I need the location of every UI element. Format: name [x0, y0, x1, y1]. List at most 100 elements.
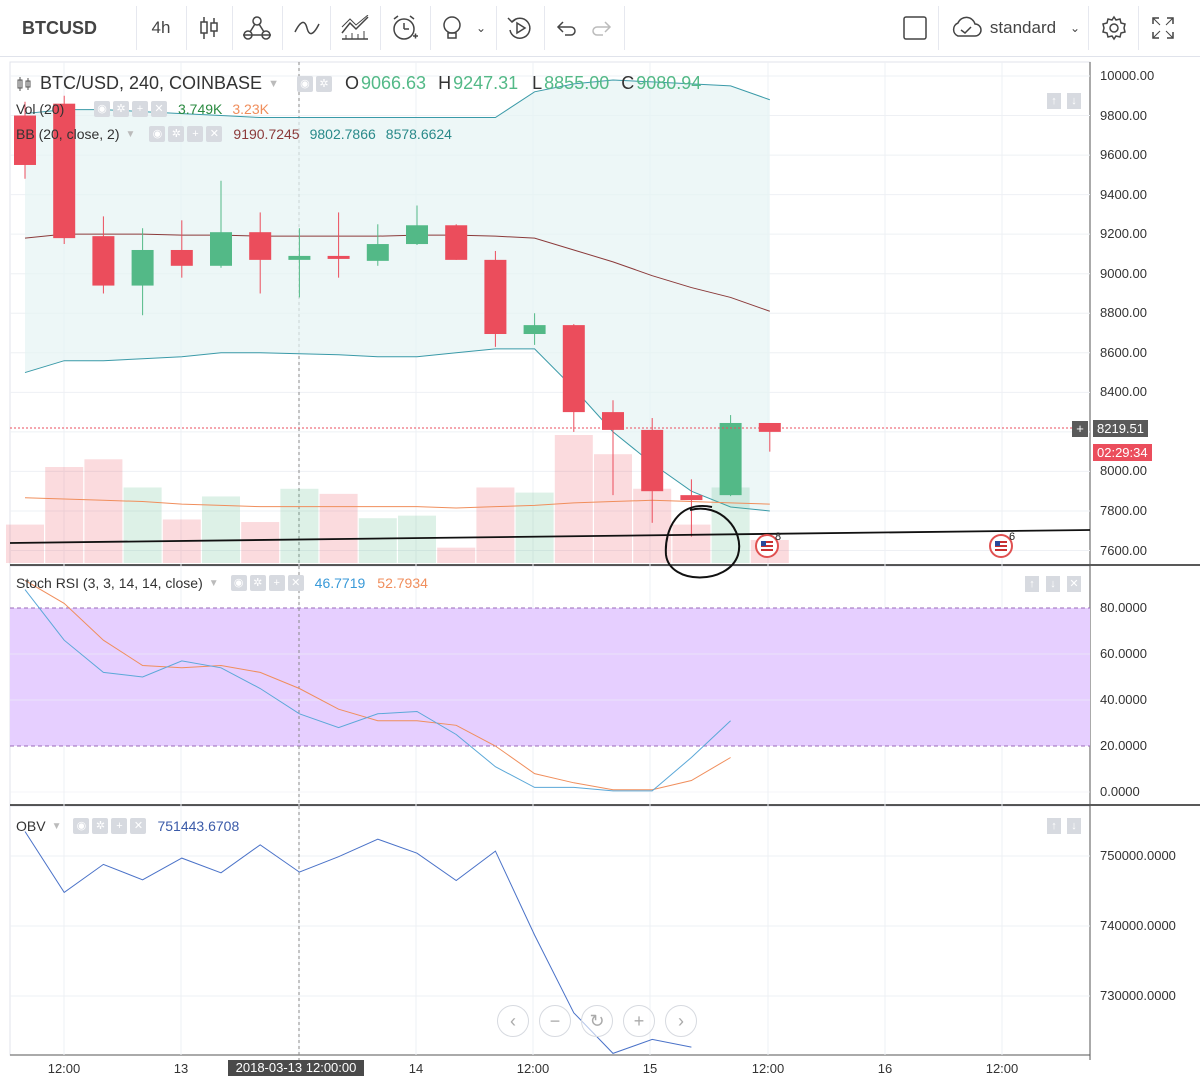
add-alert-plus-icon[interactable]: +	[1072, 421, 1088, 437]
volume-legend: Vol (20) ◉ ✲ + ✕ 3.749K 3.23K	[16, 101, 269, 117]
close-icon[interactable]: ✕	[151, 101, 167, 117]
volume-bar	[358, 518, 397, 563]
compare-symbol-icon[interactable]	[236, 8, 278, 48]
volume-bar	[202, 496, 240, 563]
expand-icon[interactable]	[1146, 8, 1180, 48]
candle	[484, 250, 507, 347]
candle	[131, 228, 154, 316]
add-icon[interactable]: +	[132, 101, 148, 117]
arrow-up-icon[interactable]: ↑	[1047, 93, 1061, 109]
bb-legend: BB (20, close, 2) ▼ ◉ ✲ + ✕ 9190.7245 98…	[16, 126, 452, 142]
arrow-down-icon[interactable]: ↓	[1046, 576, 1060, 592]
gear-icon[interactable]: ✲	[92, 818, 109, 834]
obv-plot	[24, 831, 692, 1054]
candle-body	[249, 232, 272, 260]
time-axis-label: 15	[642, 1061, 658, 1076]
stoch-overbought-band	[10, 608, 1090, 746]
volume-bar	[280, 488, 319, 563]
candle-body	[53, 103, 76, 239]
candle-body	[641, 429, 664, 492]
bb-indicator-name[interactable]: BB (20, close, 2)	[16, 126, 120, 142]
chevron-down-icon[interactable]: ▼	[125, 128, 136, 140]
chart-canvas[interactable]	[0, 56, 1200, 1076]
zoom-out-button[interactable]: −	[539, 1005, 571, 1037]
eye-icon[interactable]: ◉	[73, 818, 90, 834]
ohlc-high-value: 9247.31	[453, 73, 519, 93]
ohlc-open-value: 9066.63	[360, 73, 427, 93]
eye-icon[interactable]: ◉	[94, 101, 110, 117]
add-icon[interactable]: +	[187, 126, 204, 142]
arrow-up-icon[interactable]: ↑	[1047, 818, 1061, 834]
zoom-in-button[interactable]: +	[623, 1005, 655, 1037]
interval-button[interactable]: 4h	[151, 18, 171, 37]
us-flag-event-icon[interactable]	[988, 533, 1014, 564]
symbol-search-button[interactable]: BTCUSD	[22, 17, 97, 38]
scroll-right-button[interactable]: ›	[665, 1005, 697, 1037]
ideas-lightbulb-icon[interactable]	[436, 8, 468, 48]
candle	[562, 324, 585, 432]
volume-indicator-name[interactable]: Vol (20)	[16, 101, 65, 117]
arrow-up-icon[interactable]: ↑	[1025, 576, 1039, 592]
alert-clock-icon[interactable]	[384, 8, 426, 48]
ohlc-c-label: C	[621, 73, 635, 93]
eye-icon[interactable]: ◉	[296, 75, 313, 92]
symbol-title[interactable]: BTC/USD, 240, COINBASE	[40, 73, 263, 93]
eye-icon[interactable]: ◉	[230, 575, 247, 591]
main-legend: BTC/USD, 240, COINBASE ▼ ◉ ✲ O 9066.63 H…	[16, 73, 701, 94]
add-icon[interactable]: +	[268, 575, 285, 591]
indicators-icon[interactable]	[288, 8, 326, 48]
scroll-left-button[interactable]: ‹	[497, 1005, 529, 1037]
candle	[170, 220, 193, 278]
candle-body	[92, 236, 115, 286]
cloud-save-icon[interactable]	[946, 8, 986, 48]
crosshair-time-label: 2018-03-13 12:00:00	[228, 1060, 364, 1076]
bar-countdown-label: 02:29:34	[1093, 444, 1152, 461]
volume-bar	[554, 435, 593, 563]
chevron-down-icon[interactable]: ⌄	[1069, 21, 1081, 35]
toolbar-separator	[330, 6, 331, 50]
arrow-down-icon[interactable]: ↓	[1067, 818, 1081, 834]
close-icon[interactable]: ✕	[287, 575, 304, 591]
redo-icon[interactable]	[586, 8, 618, 48]
fullscreen-checkbox-icon[interactable]	[898, 8, 932, 48]
gear-icon[interactable]: ✲	[168, 126, 185, 142]
stoch-rsi-plot	[24, 579, 731, 792]
undo-icon[interactable]	[550, 8, 582, 48]
candle	[445, 224, 468, 260]
gear-icon[interactable]: ✲	[315, 75, 332, 92]
eye-icon[interactable]: ◉	[149, 126, 166, 142]
time-axis-label: 12:00	[751, 1061, 785, 1076]
ohlc-h-label: H	[438, 73, 452, 93]
candle-body	[327, 255, 350, 259]
obv-axis-label: 750000.0000	[1100, 848, 1176, 863]
gear-icon[interactable]: ✲	[113, 101, 129, 117]
templates-icon[interactable]	[336, 8, 374, 48]
stoch-axis-label: 80.0000	[1100, 600, 1147, 615]
volume-bar	[123, 487, 162, 563]
bars-icon	[17, 76, 31, 91]
candle-body	[445, 225, 468, 260]
chevron-down-icon[interactable]: ▼	[208, 577, 219, 589]
close-pane-icon[interactable]: ✕	[1067, 576, 1081, 592]
replay-icon[interactable]	[500, 8, 540, 48]
chevron-down-icon[interactable]: ▼	[268, 77, 279, 90]
candles-chart-type-icon[interactable]	[192, 8, 226, 48]
obv-indicator-name[interactable]: OBV	[16, 818, 46, 834]
arrow-down-icon[interactable]: ↓	[1067, 93, 1081, 109]
layout-name-label[interactable]: standard	[989, 18, 1057, 37]
us-flag-event-icon[interactable]	[754, 533, 780, 564]
close-icon[interactable]: ✕	[206, 126, 223, 142]
price-axis-label: 7600.00	[1100, 542, 1147, 558]
stoch-axis-label: 60.0000	[1100, 646, 1147, 661]
close-icon[interactable]: ✕	[130, 818, 147, 834]
ohlc-close-value: 9080.94	[636, 73, 702, 93]
stoch-indicator-name[interactable]: Stoch RSI (3, 3, 14, 14, close)	[16, 575, 203, 591]
chevron-down-icon[interactable]: ▼	[51, 820, 62, 832]
add-icon[interactable]: +	[111, 818, 128, 834]
time-axis-label: 12:00	[47, 1061, 81, 1076]
gear-icon[interactable]: ✲	[249, 575, 266, 591]
chevron-down-icon[interactable]: ⌄	[475, 21, 487, 35]
reset-chart-button[interactable]: ↻	[581, 1005, 613, 1037]
user-drawings	[9, 504, 1091, 579]
gear-icon[interactable]	[1096, 8, 1132, 48]
